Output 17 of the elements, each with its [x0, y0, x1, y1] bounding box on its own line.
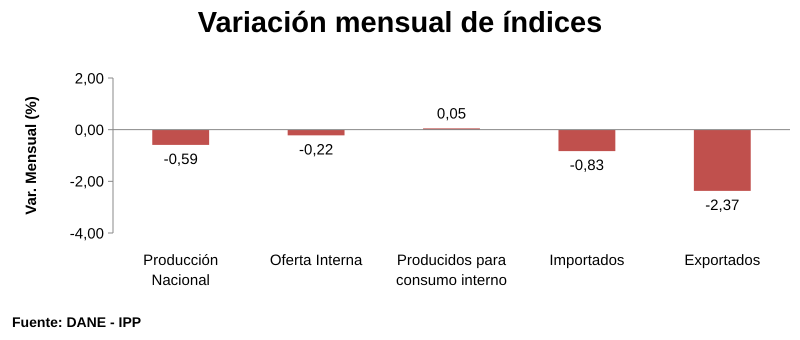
- data-label: 0,05: [436, 105, 466, 122]
- x-tick-label: Producción Nacional: [143, 252, 218, 289]
- source-note: Fuente: DANE - IPP: [12, 314, 142, 330]
- x-tick-label: Producidos para consumo interno: [396, 252, 507, 289]
- x-tick-label: Importados: [549, 252, 624, 269]
- x-tick-label: Oferta Interna: [270, 252, 364, 269]
- y-axis-title: Var. Mensual (%): [23, 96, 40, 215]
- y-tick-label: -4,00: [70, 225, 104, 242]
- chart-title: Variación mensual de índices: [198, 7, 602, 39]
- data-label: -0,83: [570, 157, 604, 174]
- y-tick-label: -2,00: [70, 174, 104, 191]
- data-label: -0,22: [299, 141, 334, 158]
- data-label: -2,37: [705, 196, 740, 214]
- y-tick-label: 2,00: [74, 70, 104, 88]
- data-label: -0,59: [164, 150, 198, 168]
- x-tick-label: Exportados: [684, 252, 760, 269]
- y-tick-label: 0,00: [74, 122, 104, 139]
